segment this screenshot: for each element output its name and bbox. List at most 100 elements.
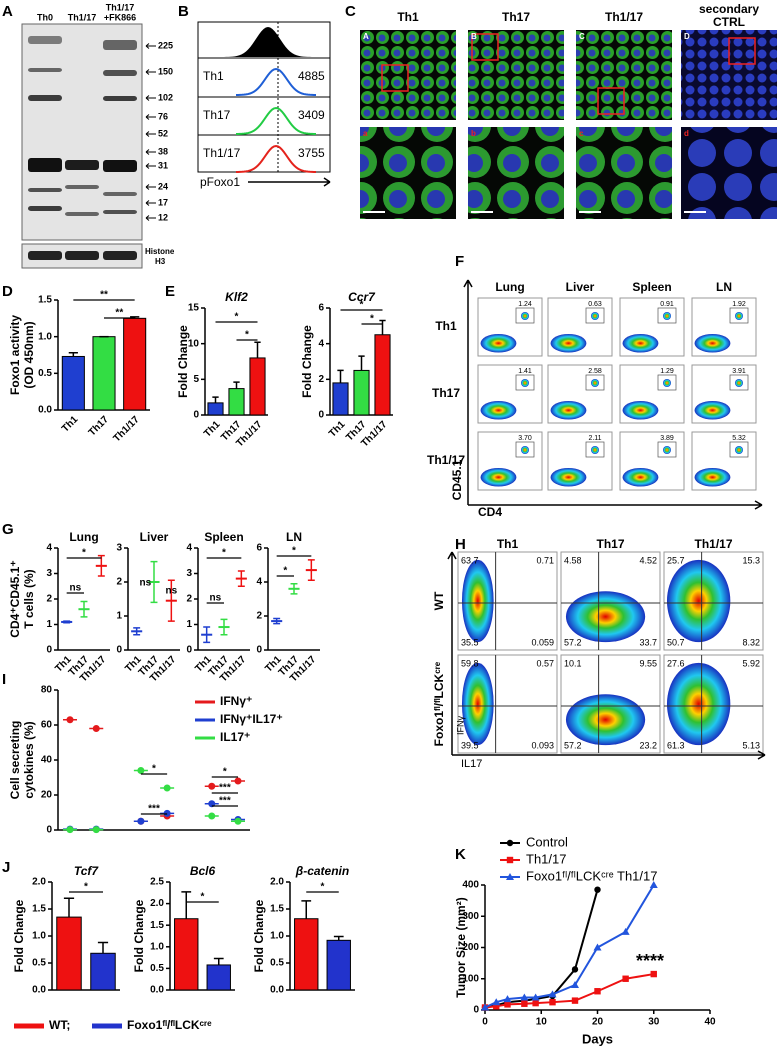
gate-value: 3.70 — [518, 435, 532, 442]
y-tick-label: 1.0 — [38, 331, 52, 342]
gate-value: 0.91 — [660, 301, 674, 308]
row-label: Foxo1ᶠˡ/ᶠˡLCKᶜʳᵉ — [432, 661, 446, 746]
column-label: Lung — [495, 280, 524, 294]
bar — [90, 952, 116, 991]
lane-label: Th1/17 — [68, 12, 97, 22]
point — [208, 812, 216, 820]
significance-label: * — [283, 566, 287, 577]
y-tick-label: 0.0 — [38, 405, 52, 416]
image-letter: C — [579, 32, 585, 41]
y-tick-label: 1 — [116, 611, 122, 622]
error-bar — [130, 316, 140, 319]
y-axis-label: Fold Change — [132, 899, 146, 972]
marker-label: 150 — [158, 66, 173, 76]
bar — [294, 918, 319, 991]
flow-density — [622, 400, 659, 420]
panel-letter: H — [455, 536, 466, 553]
gate-value: 1.29 — [660, 368, 674, 375]
blot-band — [28, 68, 62, 72]
flow-density — [461, 662, 494, 746]
hist-curve — [235, 106, 317, 135]
point — [506, 839, 514, 847]
row-label: WT — [432, 591, 446, 610]
y-tick-label: 60 — [41, 720, 53, 731]
y-tick-label: 2.0 — [150, 898, 164, 909]
blot-band — [103, 96, 137, 101]
quadrant-value: 5.92 — [742, 658, 760, 668]
marker-arrow — [145, 114, 156, 120]
quadrant-value: 0.093 — [531, 740, 554, 750]
y-tick-label: 40 — [41, 755, 53, 766]
gate — [729, 374, 749, 391]
gate — [515, 307, 535, 324]
y-tick-label: 2 — [46, 594, 52, 605]
flow-density — [735, 312, 743, 320]
row-label: Th1 — [203, 69, 224, 83]
y-tick-label: 200 — [462, 942, 479, 953]
x-tick-label: 40 — [704, 1017, 716, 1028]
significance-label: * — [292, 546, 296, 557]
bar — [374, 334, 391, 416]
point — [163, 784, 171, 792]
loading-label: Histone — [145, 247, 175, 256]
point — [531, 993, 540, 1001]
gate — [657, 307, 677, 324]
loading-label: H3 — [155, 257, 166, 266]
point — [137, 767, 145, 774]
panel-letter: C — [345, 3, 356, 20]
column-label: Th1/17 — [694, 537, 732, 551]
gate — [657, 374, 677, 391]
quadrant-value: 25.7 — [667, 555, 685, 565]
y-tick-label: 0 — [46, 645, 52, 656]
row-label: Th1/17 — [203, 146, 241, 160]
y-tick-label: 0 — [193, 410, 199, 421]
bar — [207, 402, 224, 416]
flow-density — [694, 400, 731, 420]
flow-density — [521, 312, 529, 320]
blot — [21, 23, 143, 241]
x-axis-label: Days — [582, 1031, 613, 1046]
blot-band — [103, 160, 137, 172]
y-tick-label: 2 — [116, 577, 122, 588]
point — [506, 856, 514, 864]
flow-density — [461, 559, 494, 643]
point — [520, 993, 529, 1001]
micrograph — [360, 127, 456, 219]
y-tick-label: 2 — [318, 374, 324, 385]
panel-letter: F — [455, 253, 464, 270]
image-letter: B — [471, 32, 477, 41]
panel-letter: E — [165, 283, 175, 300]
point — [571, 997, 579, 1004]
y-tick-label: 1 — [186, 619, 192, 630]
axis-label: pFoxo1 — [200, 175, 240, 189]
marker-arrow — [145, 95, 156, 101]
micrograph — [468, 127, 564, 219]
panel-letter: B — [178, 3, 189, 20]
point — [532, 999, 539, 1007]
blot-band — [28, 188, 62, 192]
axis-label: IL17 — [461, 758, 482, 770]
flow-density — [550, 333, 587, 353]
hist-curve — [224, 27, 312, 57]
x-tick-label: 20 — [592, 1017, 604, 1028]
point — [208, 782, 216, 790]
marker-arrow — [145, 69, 156, 75]
column-label: LN — [716, 280, 732, 294]
axis-label: IFNγ — [455, 716, 465, 735]
gate-value: 0.63 — [588, 301, 602, 308]
blot-band — [103, 192, 137, 196]
quadrant-value: 61.3 — [667, 740, 685, 750]
y-axis-label: CD4⁺CD45.1⁺ — [8, 560, 22, 637]
y-tick-label: 4 — [186, 543, 192, 554]
significance-label: ns — [165, 586, 177, 597]
y-tick-label: 1.5 — [270, 904, 284, 915]
quadrant-value: 4.58 — [564, 555, 582, 565]
quadrant-value: 57.2 — [564, 637, 582, 647]
point — [548, 990, 557, 998]
axis-arrow — [248, 177, 331, 187]
error-bar — [181, 891, 192, 919]
loading-band — [65, 251, 99, 260]
error-bar — [333, 935, 344, 941]
point — [66, 716, 74, 724]
flow-density — [591, 312, 599, 320]
